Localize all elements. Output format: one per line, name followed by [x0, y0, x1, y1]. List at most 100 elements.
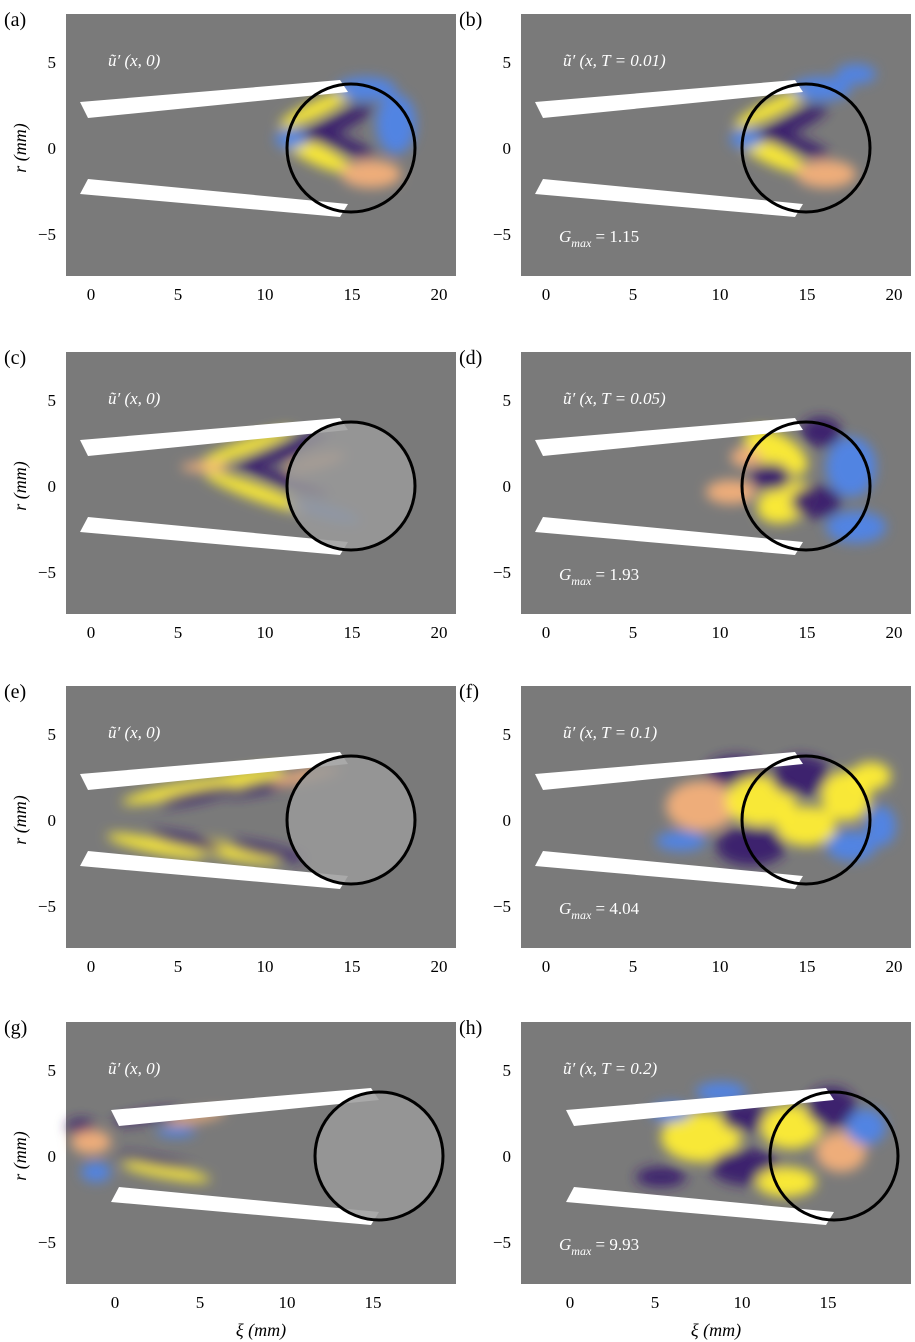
x-tick-label: 20	[886, 957, 903, 976]
y-tick-label: −5	[493, 1233, 511, 1252]
field-blob	[761, 1105, 821, 1149]
droplet-circle	[768, 1090, 900, 1222]
y-tick-label: 0	[48, 139, 57, 158]
x-tick-label: 0	[87, 957, 96, 976]
field-blob	[836, 64, 876, 84]
panel-label: (g)	[4, 1017, 27, 1039]
panel-a: (a) ũ′ (x, 0) 5 0 −5 0 5 10 15 20 r (mm)	[4, 9, 456, 304]
nozzle-lower-wall	[535, 851, 803, 889]
droplet-circle	[740, 82, 872, 214]
field-label: ũ′ (x, 0)	[108, 723, 161, 742]
y-tick-label: 5	[503, 391, 512, 410]
field-blob	[71, 1130, 111, 1154]
droplet-circle	[285, 82, 417, 214]
gmax-label: Gmax = 9.93	[559, 1235, 639, 1258]
x-tick-label: 5	[629, 285, 638, 304]
nozzle-upper-wall	[566, 1088, 834, 1126]
field-blob	[81, 1162, 111, 1182]
nozzle-upper-wall	[80, 752, 348, 790]
x-tick-label: 5	[174, 623, 183, 642]
nozzle-lower-wall	[80, 517, 348, 555]
field-blob	[181, 462, 231, 472]
nozzle-upper-wall	[535, 418, 803, 456]
x-tick-label: 10	[734, 1293, 751, 1312]
nozzle-lower-wall	[566, 1187, 834, 1225]
x-tick-label: 15	[799, 285, 816, 304]
field-blob	[866, 806, 896, 846]
x-axis-label: ξ (mm)	[236, 1320, 286, 1341]
field-blob	[771, 756, 831, 796]
x-axis-label: ξ (mm)	[691, 1320, 741, 1341]
y-tick-label: 0	[48, 1147, 57, 1166]
y-axis-label: r (mm)	[10, 795, 31, 845]
panel-label: (e)	[4, 681, 26, 703]
droplet-circle	[740, 420, 872, 552]
field-blob	[762, 129, 830, 159]
y-tick-label: −5	[38, 225, 56, 244]
panel-label: (f)	[459, 681, 479, 703]
field-blob	[204, 471, 308, 513]
panel-label: (a)	[4, 9, 26, 31]
x-tick-label: 0	[111, 1293, 120, 1312]
field-blob	[796, 160, 856, 188]
nozzle-lower-wall	[80, 179, 348, 217]
field-label: ũ′ (x, 0)	[108, 1059, 161, 1078]
nozzle-upper-wall	[80, 80, 348, 118]
y-tick-label: 5	[48, 1061, 57, 1080]
field-blob	[826, 831, 876, 861]
y-tick-label: 0	[503, 139, 512, 158]
field-blob	[846, 1109, 886, 1145]
field-blob	[279, 90, 353, 128]
field-blob	[851, 762, 891, 790]
field-blob	[226, 840, 306, 862]
x-tick-label: 10	[279, 1293, 296, 1312]
field-blob	[156, 1127, 196, 1137]
perturbation-field	[67, 1109, 226, 1182]
field-blob	[756, 1167, 816, 1197]
nozzle-upper-wall	[535, 752, 803, 790]
field-label: ũ′ (x, T = 0.01)	[563, 51, 666, 70]
x-tick-label: 10	[712, 957, 729, 976]
panel-b: (b) ũ′ (x, T = 0.01) Gmax = 1.15 5 0 −5 0 5 10 15…	[459, 9, 911, 304]
x-tick-label: 5	[651, 1293, 660, 1312]
x-tick-label: 15	[365, 1293, 382, 1312]
field-blob	[826, 437, 876, 497]
field-blob	[107, 833, 205, 859]
y-tick-label: −5	[38, 1233, 56, 1252]
field-blob	[776, 806, 836, 846]
x-tick-label: 5	[196, 1293, 205, 1312]
x-tick-label: 0	[87, 623, 96, 642]
field-blob	[730, 129, 762, 149]
x-tick-label: 20	[431, 957, 448, 976]
y-tick-label: −5	[493, 563, 511, 582]
panel-f: (f) ũ′ (x, T = 0.1) Gmax = 4.04 5 0 −5 0 5 10 15 2…	[459, 681, 911, 976]
field-blob	[661, 1112, 741, 1162]
nozzle-upper-wall	[535, 80, 803, 118]
y-axis-label: r (mm)	[10, 461, 31, 511]
y-tick-label: 0	[48, 477, 57, 496]
field-blob	[376, 94, 416, 154]
field-blob	[716, 826, 786, 866]
gmax-label: Gmax = 4.04	[559, 899, 640, 922]
panel-h: (h) ũ′ (x, T = 0.2) Gmax = 9.93 5 0 −5 0 5 10 15 ξ…	[459, 1017, 911, 1341]
field-blob	[146, 830, 226, 852]
x-tick-label: 10	[257, 623, 274, 642]
y-tick-label: −5	[493, 897, 511, 916]
droplet-circle	[740, 754, 872, 886]
y-tick-label: 5	[503, 1061, 512, 1080]
y-tick-label: 0	[503, 811, 512, 830]
field-blob	[116, 1154, 196, 1170]
x-tick-label: 10	[712, 623, 729, 642]
x-tick-label: 15	[799, 957, 816, 976]
x-tick-label: 5	[174, 957, 183, 976]
y-axis-label: r (mm)	[10, 123, 31, 173]
field-blob	[121, 1162, 211, 1182]
x-tick-label: 10	[257, 957, 274, 976]
field-blob	[656, 831, 706, 851]
field-label: ũ′ (x, T = 0.1)	[563, 723, 658, 742]
field-blob	[666, 781, 736, 831]
field-blob	[636, 1167, 686, 1187]
x-tick-label: 15	[344, 957, 361, 976]
field-blob	[307, 129, 375, 159]
field-blob	[734, 90, 808, 128]
